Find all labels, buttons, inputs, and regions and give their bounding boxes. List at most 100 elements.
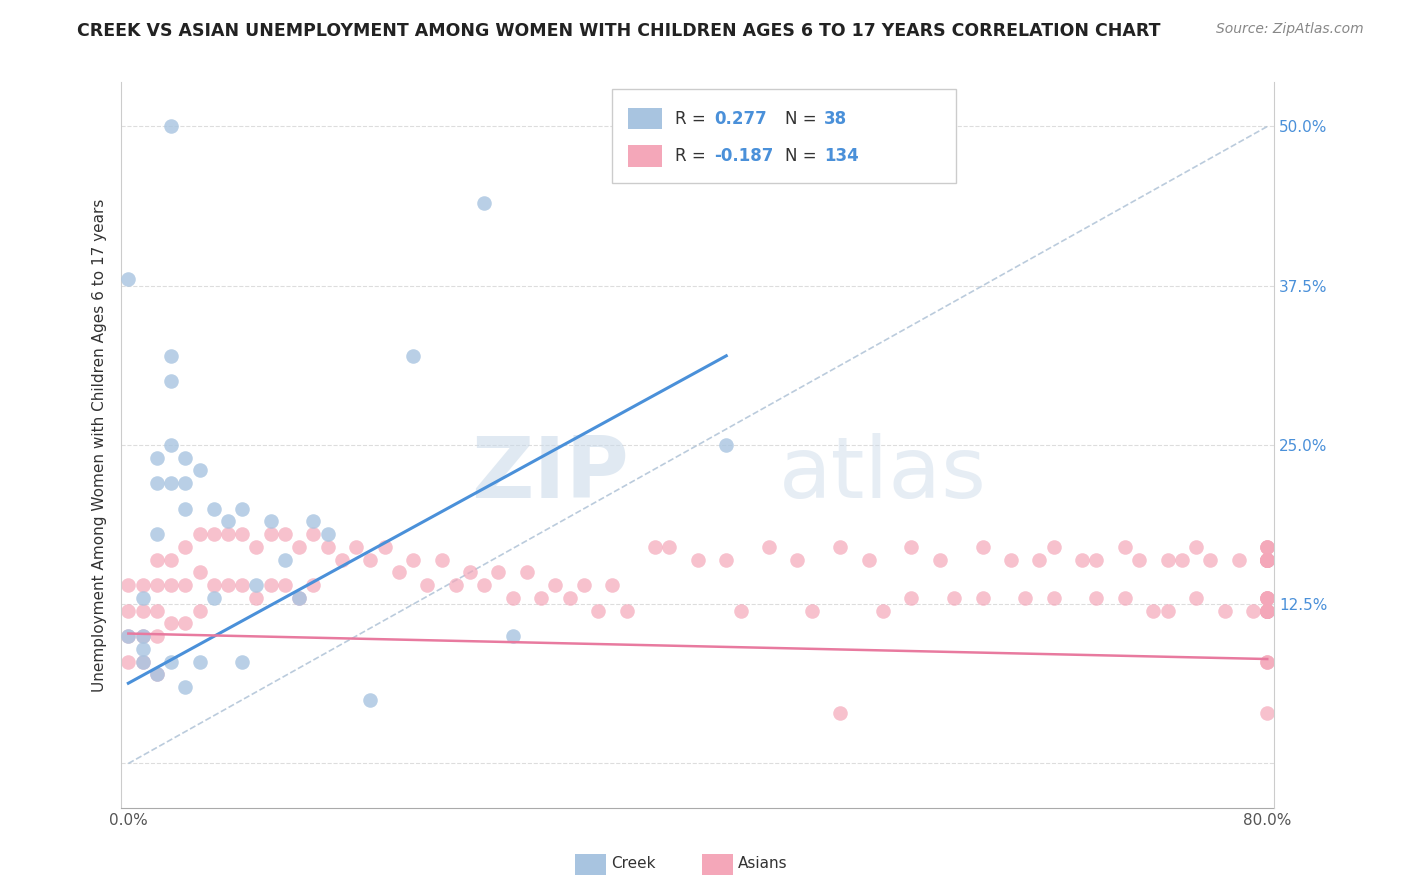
Point [388,566,411,580]
Point [131,641,153,656]
Point [1256,604,1278,618]
Text: 0.277: 0.277 [714,110,768,128]
Point [146,667,169,681]
Point [1256,552,1278,566]
Point [302,515,325,529]
Point [117,655,139,669]
Point [1256,604,1278,618]
Point [1256,604,1278,618]
Text: Source: ZipAtlas.com: Source: ZipAtlas.com [1216,22,1364,37]
Point [188,527,211,541]
Point [1256,706,1278,720]
Point [786,552,808,566]
Point [602,578,624,592]
Point [146,629,169,643]
Text: atlas: atlas [779,433,987,516]
Point [217,515,239,529]
Point [288,540,311,554]
Point [174,680,197,694]
Point [1256,552,1278,566]
Point [1256,604,1278,618]
Point [316,540,339,554]
Text: Creek: Creek [612,856,657,871]
Point [274,552,297,566]
Point [1256,591,1278,605]
Point [1256,540,1278,554]
Point [402,349,425,363]
Point [1256,552,1278,566]
Point [1085,552,1108,566]
Point [217,527,239,541]
Point [131,578,153,592]
Point [117,629,139,643]
Text: N =: N = [785,110,821,128]
Point [374,540,396,554]
Point [160,438,183,452]
Point [1000,552,1022,566]
Point [160,655,183,669]
Point [231,578,253,592]
Point [928,552,950,566]
Text: -0.187: -0.187 [714,147,773,165]
Point [472,578,495,592]
Point [572,578,595,592]
Point [1256,655,1278,669]
Point [188,463,211,477]
Point [1256,591,1278,605]
Point [943,591,966,605]
Point [160,120,183,134]
Point [686,552,709,566]
Text: R =: R = [675,147,711,165]
Point [146,450,169,465]
Point [1256,540,1278,554]
Point [131,591,153,605]
Point [430,552,453,566]
Point [1241,604,1264,618]
Point [174,540,197,554]
Point [146,604,169,618]
Point [1256,604,1278,618]
Point [1256,604,1278,618]
Point [160,374,183,388]
Point [730,604,752,618]
Point [217,578,239,592]
Point [458,566,481,580]
Point [1256,552,1278,566]
Point [1256,604,1278,618]
Point [1256,655,1278,669]
Point [231,527,253,541]
Point [302,578,325,592]
Point [1042,540,1064,554]
Point [502,591,524,605]
Point [644,540,666,554]
Point [316,527,339,541]
Point [174,501,197,516]
Point [872,604,894,618]
Point [1256,604,1278,618]
Text: ZIP: ZIP [471,433,628,516]
Point [202,501,225,516]
Point [202,591,225,605]
Point [174,450,197,465]
Point [1156,552,1178,566]
Point [1256,552,1278,566]
Point [1227,552,1250,566]
Point [117,272,139,286]
Point [188,655,211,669]
Point [117,578,139,592]
Point [716,552,738,566]
Point [586,604,609,618]
Point [1042,591,1064,605]
Point [160,349,183,363]
Point [274,578,297,592]
Point [1213,604,1236,618]
Point [1156,604,1178,618]
Point [558,591,581,605]
Point [188,604,211,618]
Point [716,438,738,452]
Text: 38: 38 [824,110,846,128]
Point [972,540,994,554]
Point [1256,552,1278,566]
Point [359,552,381,566]
Text: CREEK VS ASIAN UNEMPLOYMENT AMONG WOMEN WITH CHILDREN AGES 6 TO 17 YEARS CORRELA: CREEK VS ASIAN UNEMPLOYMENT AMONG WOMEN … [77,22,1161,40]
